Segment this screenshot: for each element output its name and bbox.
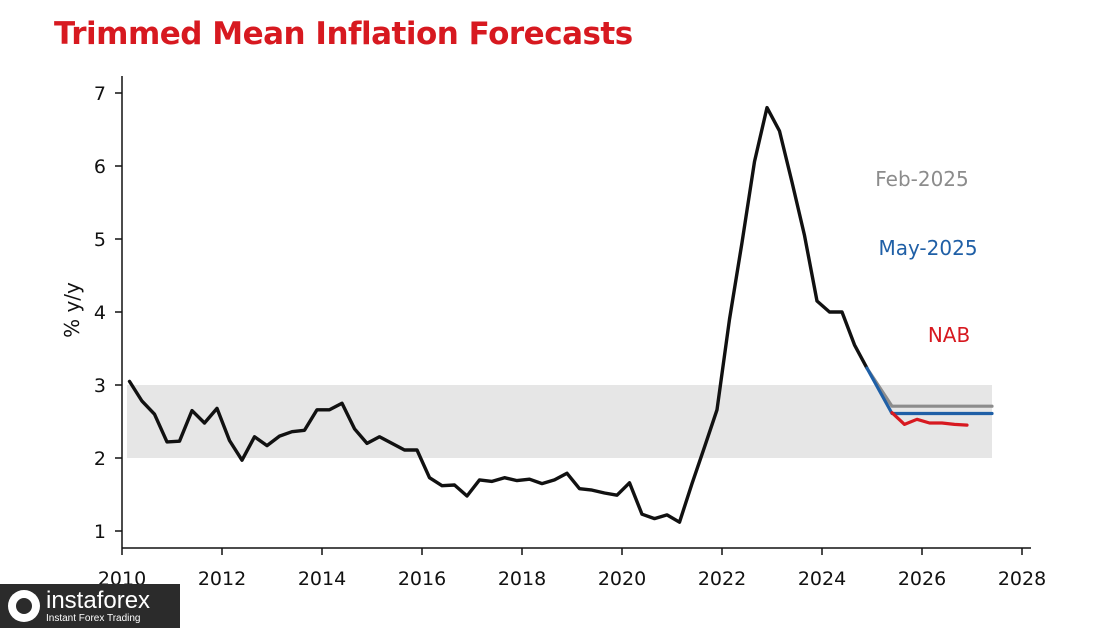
y-tick-label: 7 [94, 83, 106, 105]
y-tick-label: 2 [94, 448, 106, 470]
target-band-layer [127, 385, 992, 458]
x-tick-label: 2028 [998, 568, 1046, 590]
y-tick-label: 5 [94, 229, 106, 251]
x-tick-label: 2024 [798, 568, 846, 590]
y-tick-label: 3 [94, 375, 106, 397]
x-tick-label: 2012 [198, 568, 246, 590]
watermark: instaforex Instant Forex Trading [0, 584, 180, 628]
x-tick-label: 2016 [398, 568, 446, 590]
x-tick-label: 2014 [298, 568, 346, 590]
series-line-actual [127, 105, 869, 524]
x-tick-label: 2022 [698, 568, 746, 590]
x-tick-label: 2026 [898, 568, 946, 590]
series-label-feb: Feb-2025 [875, 167, 969, 191]
watermark-text: instaforex Instant Forex Trading [46, 586, 151, 624]
series-layer [127, 105, 994, 524]
target-band [127, 385, 992, 458]
series-label-may: May-2025 [878, 236, 977, 260]
series-label-nab: NAB [928, 323, 970, 347]
watermark-tagline: Instant Forex Trading [46, 612, 141, 624]
x-tick-label: 2020 [598, 568, 646, 590]
y-tick-label: 4 [94, 302, 106, 324]
y-tick-label: 1 [94, 521, 106, 543]
y-tick-label: 6 [94, 156, 106, 178]
instaforex-logo-icon [8, 590, 40, 622]
series-labels-layer: Feb-2025 May-2025 NAB [875, 167, 977, 347]
series-line-nab [890, 411, 969, 427]
chart-title: Trimmed Mean Inflation Forecasts [54, 16, 633, 52]
x-tick-label: 2018 [498, 568, 546, 590]
y-axis-title: % y/y [60, 282, 84, 338]
watermark-name: instaforex [46, 586, 151, 614]
